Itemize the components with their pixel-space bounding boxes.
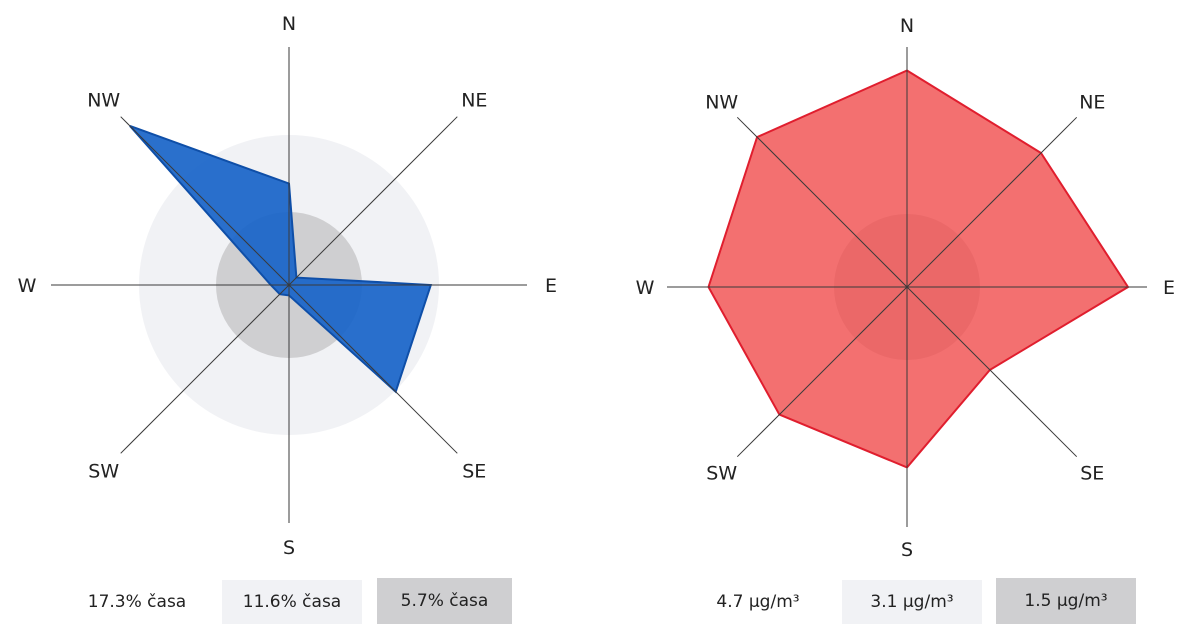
series-polygon — [707, 69, 1130, 469]
direction-label-s: S — [901, 539, 913, 561]
direction-label-se: SE — [1080, 462, 1104, 484]
wind-rose-left: N NE E SE S SW W NW — [18, 13, 557, 559]
axis-line-sw — [120, 284, 290, 454]
legend-left-middle: 11.6% časa — [222, 580, 362, 624]
legend-left-middle-label: 11.6% časa — [242, 592, 342, 612]
legend-right-outer: 4.7 µg/m³ — [688, 580, 828, 624]
legend-right-inner-label: 1.5 µg/m³ — [1024, 591, 1108, 611]
axis-line-ne — [906, 116, 1078, 288]
legend-right-outer-label: 4.7 µg/m³ — [716, 592, 800, 612]
direction-label-w: W — [636, 277, 655, 299]
legend-right-inner: 1.5 µg/m³ — [996, 578, 1136, 624]
direction-label-e: E — [1163, 277, 1175, 299]
legend-left-outer: 17.3% časa — [62, 580, 212, 624]
direction-label-e: E — [545, 275, 557, 297]
direction-label-sw: SW — [88, 460, 119, 482]
direction-label-s: S — [283, 537, 295, 559]
direction-label-se: SE — [462, 460, 486, 482]
direction-label-nw: NW — [705, 92, 738, 114]
direction-label-n: N — [900, 15, 914, 37]
axis-line-se — [906, 286, 1078, 458]
axis-line-nw — [120, 116, 290, 286]
direction-label-nw: NW — [87, 90, 120, 112]
legend-right-middle-label: 3.1 µg/m³ — [870, 592, 954, 612]
axis-line-ne — [288, 116, 458, 286]
direction-label-w: W — [18, 275, 37, 297]
legend-left-inner-label: 5.7% časa — [400, 591, 489, 611]
direction-label-n: N — [282, 13, 296, 35]
direction-label-ne: NE — [461, 90, 487, 112]
legend-left-outer-label: 17.3% časa — [87, 592, 187, 612]
legend-left-inner: 5.7% časa — [377, 578, 512, 624]
direction-label-ne: NE — [1079, 92, 1105, 114]
legend-right-middle: 3.1 µg/m³ — [842, 580, 982, 624]
axis-line-nw — [736, 116, 908, 288]
direction-label-sw: SW — [706, 462, 737, 484]
wind-rose-right: N NE E SE S SW W NW — [636, 15, 1175, 561]
axis-line-sw — [736, 286, 908, 458]
axis-line-se — [288, 284, 458, 454]
